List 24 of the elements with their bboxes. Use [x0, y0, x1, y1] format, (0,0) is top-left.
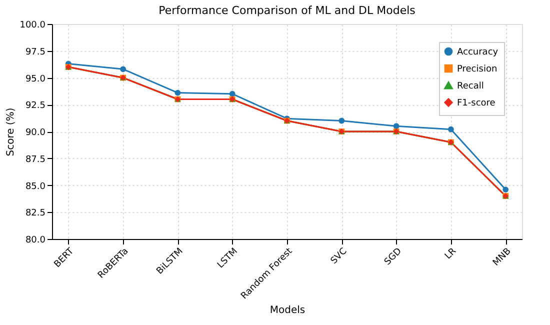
x-axis-title: Models — [270, 304, 306, 316]
y-tick-label: 85.0 — [25, 182, 46, 192]
y-tick-label: 92.5 — [25, 101, 46, 112]
point — [502, 186, 509, 192]
legend-label: Precision — [457, 64, 498, 74]
y-tick-label: 80.0 — [25, 236, 46, 246]
y-tick-label: 87.5 — [25, 154, 46, 165]
y-tick-label: 95.0 — [25, 74, 46, 84]
y-axis-title: Score (%) — [6, 108, 17, 156]
legend-label: Accuracy — [457, 48, 499, 58]
chart-title: Performance Comparison of ML and DL Models — [158, 4, 416, 17]
point — [448, 126, 454, 132]
point — [393, 123, 400, 130]
y-tick-label: 97.5 — [25, 47, 46, 58]
point — [120, 66, 126, 72]
legend-label: Recall — [457, 82, 484, 92]
point — [338, 118, 345, 124]
x-tick-label: LR — [443, 246, 459, 262]
point — [174, 90, 181, 96]
y-tick-label: 90.0 — [25, 128, 46, 138]
y-tick-label: 82.5 — [25, 208, 46, 219]
legend-label: F1-score — [457, 98, 496, 108]
y-tick-label: 100.0 — [20, 20, 46, 30]
point — [229, 90, 236, 97]
